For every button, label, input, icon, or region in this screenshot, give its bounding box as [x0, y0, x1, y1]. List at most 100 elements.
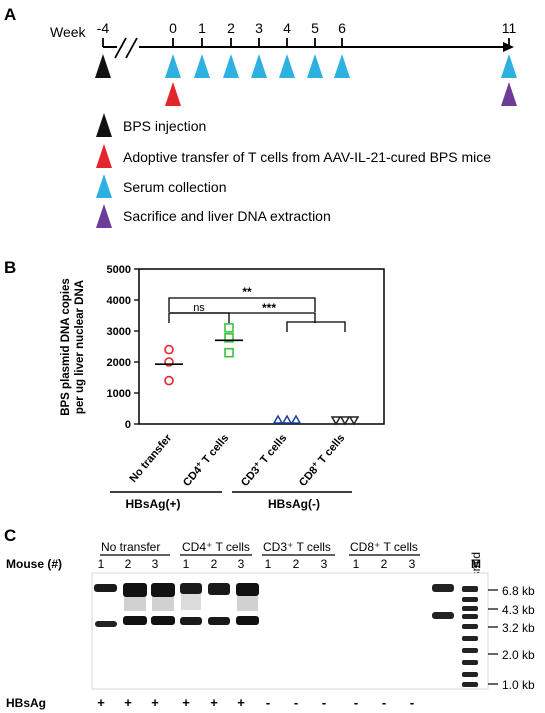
serum-collection-marker — [194, 54, 210, 78]
lane-number: 1 — [265, 557, 272, 571]
hbsag-sign: + — [97, 695, 105, 710]
week-tick-6: 6 — [338, 20, 346, 47]
lane-number: 1 — [183, 557, 190, 571]
data-point — [164, 375, 174, 386]
data-point — [330, 416, 342, 426]
blot-bands — [94, 583, 478, 687]
category-label: CD8+ T cells — [295, 431, 347, 489]
size-markers: 6.8 kb 4.3 kb 3.2 kb 2.0 kb 1.0 kb — [488, 584, 535, 692]
legend-text: Adoptive transfer of T cells from AAV-IL… — [123, 149, 491, 165]
serum-collection-legend-icon — [96, 174, 112, 198]
hbsag-sign: - — [382, 695, 386, 710]
week-label: 3 — [255, 20, 263, 36]
sig-triple-star: *** — [262, 301, 276, 315]
hbsag-sign: - — [322, 695, 326, 710]
sacrifice-marker — [501, 82, 517, 106]
week-tick-11: 11 — [502, 20, 516, 47]
group-label: No transfer — [101, 540, 160, 554]
ladder-band — [462, 624, 478, 629]
panel-b-label: B — [4, 258, 16, 277]
lane-number: 2 — [293, 557, 300, 571]
blot-band — [432, 612, 454, 619]
ladder-band — [462, 672, 478, 677]
marker-lane-label: M — [471, 557, 481, 571]
ladder-band — [462, 682, 478, 687]
western-blot — [91, 572, 489, 690]
ladder-band — [462, 614, 478, 619]
blot-smear — [181, 594, 201, 610]
hbsag-sign: - — [266, 695, 270, 710]
data-point — [348, 416, 360, 426]
serum-collection-marker — [251, 54, 267, 78]
lane-number: 3 — [409, 557, 416, 571]
data-points — [164, 323, 360, 426]
week-tick-3: 3 — [255, 20, 263, 47]
adoptive-transfer-marker — [165, 82, 181, 106]
category-label: CD4+ T cells — [179, 431, 231, 489]
bracket-triple-star — [169, 312, 316, 323]
hbsag-sign: + — [210, 695, 218, 710]
axis-break-mark — [125, 37, 138, 59]
ladder-band — [462, 586, 478, 592]
hbsag-sign: - — [354, 695, 358, 710]
serum-collection-marker — [223, 54, 239, 78]
legend-text: Serum collection — [123, 179, 227, 195]
week-tick-m4: -4 — [97, 20, 109, 47]
legend-text: Sacrifice and liver DNA extraction — [123, 208, 331, 224]
y-tick-label: 3000 — [107, 326, 131, 338]
week-label: 5 — [311, 20, 319, 36]
hbsag-groups: HBsAg(+) HBsAg(-) — [110, 491, 352, 511]
category-label: No transfer — [127, 432, 174, 485]
bracket-cd3-cd8 — [286, 321, 346, 332]
y-tick-label: 2000 — [107, 357, 131, 369]
data-point — [224, 323, 234, 333]
lane-number: 2 — [381, 557, 388, 571]
week-tick-4: 4 — [283, 20, 291, 47]
group-label: CD4⁺ T cells — [182, 540, 250, 554]
size-label: 1.0 kb — [502, 678, 535, 692]
lane-number: 2 — [211, 557, 218, 571]
hbsag-pos-label: HBsAg(+) — [125, 497, 180, 511]
blot-band — [123, 583, 147, 597]
size-label: 4.3 kb — [502, 603, 535, 617]
panel-a-label: A — [4, 5, 16, 24]
adoptive-transfer-legend-icon — [96, 144, 112, 168]
ladder-band — [462, 597, 478, 602]
ladder-band — [462, 660, 478, 665]
bps-injection-legend-icon — [96, 113, 112, 137]
blot-smear — [124, 597, 146, 611]
axis-break-mark — [114, 37, 127, 59]
blot-band — [94, 584, 117, 592]
serum-collection-marker — [165, 54, 181, 78]
significance-brackets: ** ns *** — [168, 285, 346, 332]
group-label: CD3⁺ T cells — [263, 540, 331, 554]
sig-ns: ns — [193, 302, 205, 314]
timeline: -4 0 1 2 3 4 5 6 — [97, 20, 516, 59]
size-label: 2.0 kb — [502, 648, 535, 662]
y-tick-label: 5000 — [107, 264, 131, 276]
ladder-band — [462, 606, 478, 611]
legend-text: BPS injection — [123, 118, 206, 134]
y-tick-label: 0 — [125, 419, 131, 431]
ladder-band — [462, 648, 478, 653]
blot-band — [180, 583, 202, 594]
lane-number: 1 — [98, 557, 105, 571]
lane-number: 2 — [125, 557, 132, 571]
bps-injection-marker — [95, 54, 111, 78]
data-point — [224, 333, 234, 343]
mouse-label: Mouse (#) — [6, 557, 62, 571]
blot-band — [432, 584, 454, 592]
blot-band — [180, 617, 202, 625]
bracket-double-star — [168, 297, 316, 312]
blot-band — [208, 583, 230, 595]
hbsag-sign: + — [124, 695, 132, 710]
blot-band — [208, 617, 230, 625]
timeline-markers — [95, 54, 517, 106]
sacrifice-legend-icon — [96, 204, 112, 228]
sig-double-star: ** — [242, 285, 252, 299]
hbsag-sign: + — [237, 695, 245, 710]
data-point — [290, 414, 302, 424]
size-label: 6.8 kb — [502, 584, 535, 598]
y-axis-title-line2: per ug liver nuclear DNA — [74, 280, 86, 414]
